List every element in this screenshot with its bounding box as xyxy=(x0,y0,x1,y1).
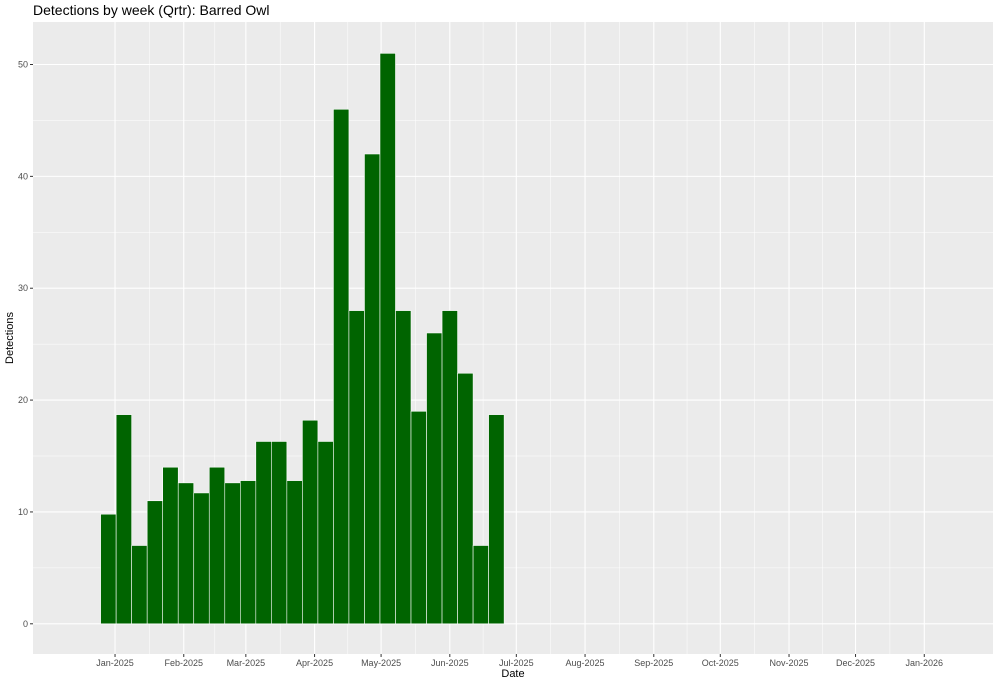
x-tick-label: Nov-2025 xyxy=(770,658,809,668)
bar xyxy=(488,414,505,625)
bar xyxy=(193,492,210,625)
y-axis-title: Detections xyxy=(4,312,16,364)
bar xyxy=(379,53,396,625)
bar xyxy=(131,545,148,625)
bar xyxy=(333,108,350,625)
bar xyxy=(271,441,288,625)
y-tick-label: 50 xyxy=(18,60,28,70)
x-tick-label: Dec-2025 xyxy=(836,658,875,668)
y-tick-label: 40 xyxy=(18,171,28,181)
bar xyxy=(255,441,272,625)
y-axis: 0 10 20 30 40 50 xyxy=(18,60,33,629)
bar xyxy=(115,414,132,625)
bar xyxy=(162,466,179,625)
bar xyxy=(286,480,303,625)
bar xyxy=(100,513,117,625)
bar xyxy=(348,310,365,625)
x-tick-label: Jul-2025 xyxy=(499,658,534,668)
x-axis: Jan-2025 Feb-2025 Mar-2025 Apr-2025 May-2025… xyxy=(96,654,943,668)
x-tick-label: Aug-2025 xyxy=(566,658,605,668)
bar xyxy=(146,500,163,625)
bar xyxy=(410,410,427,625)
x-tick-label: Sep-2025 xyxy=(634,658,673,668)
x-tick-label: Jan-2025 xyxy=(96,658,134,668)
bar xyxy=(208,466,226,625)
x-tick-label: Apr-2025 xyxy=(296,658,333,668)
bar xyxy=(472,545,489,625)
x-tick-label: Oct-2025 xyxy=(702,658,739,668)
x-tick-label: Jan-2026 xyxy=(906,658,944,668)
x-tick-label: May-2025 xyxy=(361,658,401,668)
bar xyxy=(302,419,319,625)
x-tick-label: Mar-2025 xyxy=(227,658,266,668)
bar xyxy=(364,153,381,625)
bar xyxy=(457,372,474,625)
x-tick-label: Feb-2025 xyxy=(164,658,203,668)
y-tick-label: 0 xyxy=(23,619,28,629)
bar xyxy=(317,441,334,625)
bar xyxy=(441,310,458,625)
bar xyxy=(177,482,195,625)
bar xyxy=(395,310,412,625)
bars xyxy=(100,53,505,625)
y-tick-label: 30 xyxy=(18,283,28,293)
y-tick-label: 20 xyxy=(18,395,28,405)
x-tick-label: Jun-2025 xyxy=(431,658,469,668)
chart-title: Detections by week (Qrtr): Barred Owl xyxy=(33,2,270,18)
y-tick-label: 10 xyxy=(18,507,28,517)
bar xyxy=(224,482,241,625)
bar xyxy=(426,332,443,625)
x-axis-title: Date xyxy=(501,668,524,680)
bar xyxy=(239,480,257,625)
